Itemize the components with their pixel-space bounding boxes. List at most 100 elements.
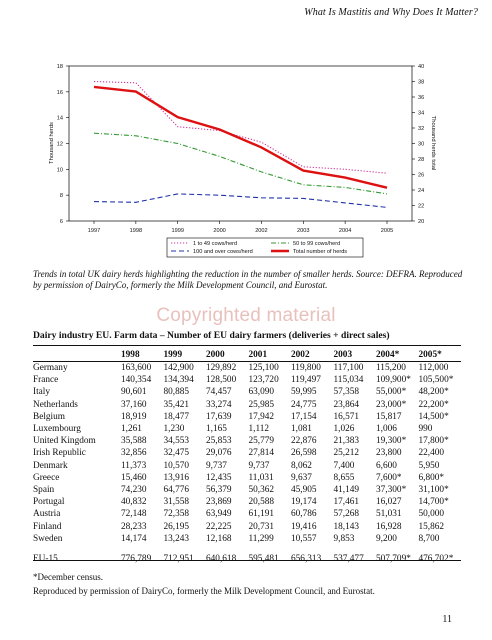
value-cell: 25,853 [206, 436, 232, 447]
table-header-row: 1998 1999 2000 2001 2002 2003 2004* 2005* [33, 348, 461, 362]
value-cell: 57,268 [333, 509, 360, 520]
header-year: 2001 [248, 350, 268, 360]
right-tick-label: 36 [418, 95, 424, 101]
value-cell: 640,618 [206, 553, 237, 564]
series-line-50-to-99-cows-herd [93, 132, 388, 195]
value-cell: 1,112 [248, 424, 270, 435]
value-cell: 5,950 [418, 460, 440, 471]
value-cell: 23,800 [376, 448, 402, 459]
value-cell: 595,481 [248, 553, 279, 564]
value-cell: 656,313 [291, 553, 322, 564]
left-tick-label: 8 [60, 193, 63, 199]
value-cell: 11,031 [248, 472, 274, 483]
table-row: Austria 72,148 72,358 63,949 61,191 60,786 57,… [33, 508, 461, 520]
value-cell: 14,174 [121, 533, 147, 544]
value-cell: 24,775 [291, 399, 317, 410]
value-cell: 45,905 [291, 484, 317, 495]
left-axis: 6 8 10 12 14 16 18 [57, 64, 69, 225]
value-cell: 12,168 [206, 533, 232, 544]
value-cell: 22,400 [418, 448, 445, 459]
value-cell: 33,274 [206, 399, 232, 410]
right-axis-title: Thousand herds total [430, 116, 436, 170]
left-axis-title: Thousand herds [49, 122, 55, 164]
x-axis: 1997 1998 1999 2000 2002 2003 2004 2005 [88, 221, 393, 234]
x-tick-label: 1997 [88, 228, 100, 234]
x-tick-label: 2002 [255, 228, 267, 234]
value-cell: 123,720 [248, 375, 279, 386]
value-cell: 9,637 [291, 472, 312, 483]
country-cell: Denmark [33, 460, 68, 471]
value-cell: 11,373 [121, 460, 147, 471]
value-cell: 63,949 [206, 509, 232, 520]
value-cell: 26,195 [163, 521, 190, 532]
country-cell: Netherlands [33, 399, 78, 410]
country-cell: Portugal [33, 497, 65, 508]
value-cell: 14,700* [418, 497, 449, 508]
value-cell: 15,862 [418, 521, 445, 532]
country-cell: Finland [33, 521, 62, 532]
legend-label: 100 and over cows/herd [193, 249, 253, 255]
value-cell: 11,299 [248, 533, 274, 544]
header-year: 1999 [163, 350, 183, 360]
table-row: Italy 90,601 80,885 74,457 63,090 59,995 57,35… [33, 386, 461, 398]
value-cell: 61,191 [248, 509, 275, 520]
x-tick-label: 2000 [213, 228, 225, 234]
value-cell: 90,601 [121, 387, 147, 398]
value-cell: 8,700 [418, 533, 440, 544]
value-cell: 9,853 [333, 533, 355, 544]
value-cell: 115,200 [376, 363, 406, 374]
value-cell: 31,100* [418, 484, 449, 495]
value-cell: 60,786 [291, 509, 317, 520]
table-footnotes: *December census. Reproduced by permissi… [33, 570, 375, 598]
value-cell: 25,212 [333, 448, 360, 459]
table-header-rule [33, 361, 461, 362]
table-source: Reproduced by permission of DairyCo, for… [33, 586, 375, 596]
table-title: Dairy industry EU. Farm data – Number of… [33, 330, 390, 341]
right-tick-label: 34 [418, 111, 424, 117]
series-line-100-and-over-cows-herd [93, 193, 388, 208]
value-cell: 50,000 [418, 509, 445, 520]
value-cell: 56,379 [206, 484, 232, 495]
right-tick-label: 32 [418, 126, 424, 132]
value-cell: 712,951 [163, 553, 194, 564]
value-cell: 18,919 [121, 411, 147, 422]
right-tick-label: 38 [418, 80, 424, 86]
value-cell: 112,000 [418, 363, 449, 374]
value-cell: 9,737 [206, 460, 227, 471]
table-row: Netherlands 37,160 35,421 33,274 25,985 24,77… [33, 399, 461, 411]
country-cell: Italy [33, 387, 51, 398]
value-cell: 6,600 [376, 460, 397, 471]
value-cell: 63,090 [248, 387, 275, 398]
value-cell: 19,416 [291, 521, 317, 532]
table-bottom-rule [33, 560, 461, 562]
header-year: 1998 [121, 350, 140, 360]
value-cell: 80,885 [163, 387, 190, 398]
value-cell: 537,477 [333, 553, 364, 564]
table-row: Sweden 14,174 13,243 12,168 11,299 10,557 9,85… [33, 533, 461, 545]
value-cell: 21,383 [333, 436, 360, 447]
value-cell: 17,942 [248, 411, 275, 422]
header-year: 2005* [418, 350, 442, 360]
table-row: Irish Republic 32,856 32,475 29,076 27,814 26… [33, 447, 461, 459]
left-tick-label: 14 [57, 116, 63, 122]
country-cell: France [33, 375, 59, 386]
x-tick-label: 1998 [130, 228, 142, 234]
x-tick-label: 1999 [171, 228, 183, 234]
value-cell: 10,570 [163, 460, 190, 471]
value-cell: 72,358 [163, 509, 190, 520]
page-number: 11 [442, 614, 452, 625]
value-cell: 23,869 [206, 497, 232, 508]
table-row: Spain 74,230 64,776 56,379 50,362 45,905 41,14… [33, 484, 461, 496]
right-axis: 20 22 24 26 28 30 32 34 36 38 40 [412, 64, 424, 225]
value-cell: 140,354 [121, 375, 152, 386]
country-cell: Spain [33, 484, 55, 495]
x-tick-label: 2005 [381, 228, 393, 234]
value-cell: 74,230 [121, 484, 147, 495]
table-row: Belgium 18,919 18,477 17,639 17,942 17,154 16,… [33, 411, 461, 423]
value-cell: 119,497 [291, 375, 321, 386]
value-cell: 16,027 [376, 497, 402, 508]
right-tick-label: 30 [418, 142, 424, 148]
value-cell: 476,702* [418, 553, 454, 564]
value-cell: 6,800* [418, 472, 445, 483]
value-cell: 28,233 [121, 521, 147, 532]
